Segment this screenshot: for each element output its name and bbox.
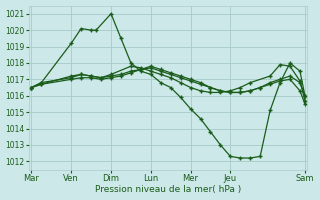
X-axis label: Pression niveau de la mer( hPa ): Pression niveau de la mer( hPa ) <box>95 185 241 194</box>
